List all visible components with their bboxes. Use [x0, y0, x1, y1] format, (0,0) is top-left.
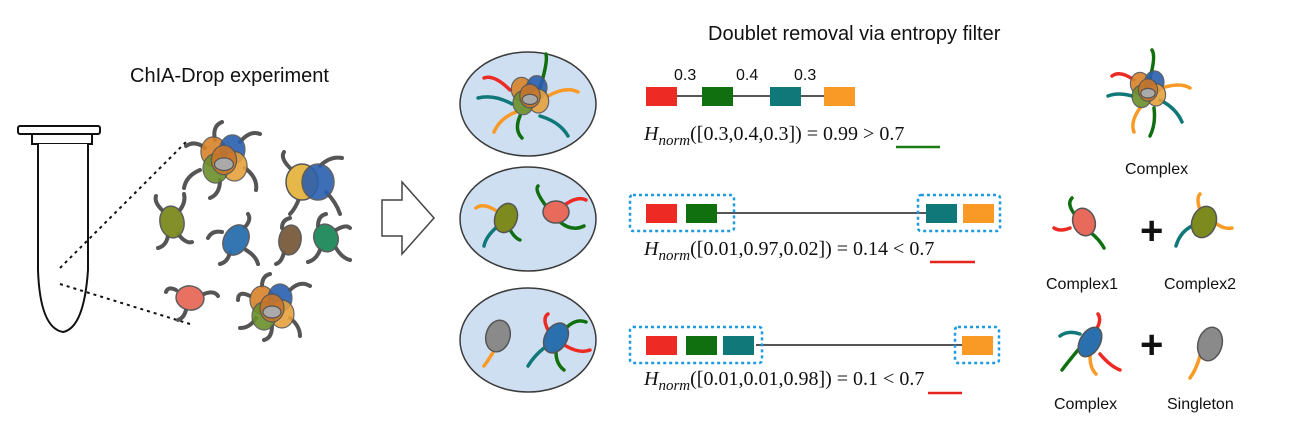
row2-fragment-track	[628, 193, 1002, 233]
left-octamer-complex-2	[249, 283, 295, 331]
left-blob-red	[164, 285, 220, 322]
left-title: ChIA-Drop experiment	[130, 65, 329, 87]
row1-formula-args: ([0.3,0.4,0.3]) =	[690, 123, 823, 145]
left-blob-green	[306, 212, 352, 264]
row2-fragment-red	[646, 204, 677, 223]
left-blob-olive	[153, 192, 194, 250]
row1-fragment-green	[702, 87, 733, 106]
tube-icon	[17, 125, 101, 334]
row3-result-label-2: Singleton	[1167, 396, 1234, 413]
zoom-line-top	[59, 141, 187, 269]
row2-result-blob-red	[1071, 207, 1097, 237]
row1-weight-3: 0.3	[794, 67, 816, 84]
row1-fragment-track	[646, 87, 855, 106]
result-complexes-group	[1052, 48, 1234, 380]
row1-formula-h: H	[643, 123, 660, 145]
row2-result-blob-olive	[1190, 205, 1218, 239]
row2-plus-operator: +	[1140, 209, 1163, 253]
row2-fragment-orange	[963, 204, 994, 223]
row3-result-blob-blue	[1077, 326, 1103, 358]
droplet2-blob-red	[542, 200, 570, 224]
droplet2-blob-olive	[493, 202, 519, 234]
droplet3-blob-grey	[484, 319, 512, 353]
row2-score: 0.14	[853, 238, 888, 260]
row3-score: 0.1	[853, 368, 878, 390]
row3-fragment-track	[628, 325, 1001, 365]
row1-score: 0.99	[823, 123, 858, 145]
row3-result-blob-grey	[1196, 326, 1224, 362]
zoom-line-bottom	[59, 283, 191, 325]
row1-result-complex	[1129, 70, 1167, 109]
row2-group-box-left	[628, 193, 736, 233]
left-octamer-complex-1	[200, 134, 248, 184]
row3-group-box-right	[953, 325, 1001, 365]
row1-fragment-teal	[770, 87, 801, 106]
droplet-3	[459, 287, 597, 393]
row2-fragment-green	[686, 204, 717, 223]
droplet3-blob-blue	[542, 322, 570, 354]
row3-fragment-red	[646, 336, 677, 355]
row1-weight-1: 0.3	[674, 67, 696, 84]
droplet-2	[459, 166, 597, 272]
right-title: Doublet removal via entropy filter	[708, 23, 1001, 45]
row3-fragment-teal	[723, 336, 754, 355]
row1-fragment-orange	[824, 87, 855, 106]
droplet-complexes-group	[474, 52, 592, 372]
row3-plus-operator: +	[1140, 323, 1163, 367]
row1-result-label: Complex	[1125, 161, 1188, 178]
row1-formula-tail: > 0.7	[858, 123, 904, 145]
droplet1-complex	[510, 74, 550, 116]
row2-result-label-1: Complex1	[1046, 276, 1118, 293]
row1-formula: Hnorm([0.3,0.4,0.3]) = 0.99 > 0.7	[643, 123, 904, 149]
row3-fragment-orange	[962, 336, 993, 355]
row3-fragment-green	[686, 336, 717, 355]
row3-formula: Hnorm([0.01,0.01,0.98]) = 0.1 < 0.7	[643, 368, 924, 394]
row1-formula-sub: norm	[658, 133, 690, 149]
row3-group-box-left	[628, 325, 764, 365]
process-arrow-icon	[381, 180, 436, 256]
chromatin-complexes-group	[153, 120, 352, 342]
row2-fragment-teal	[926, 204, 957, 223]
row2-formula: Hnorm([0.01,0.97,0.02]) = 0.14 < 0.7	[643, 238, 934, 264]
row2-result-label-2: Complex2	[1164, 276, 1236, 293]
row1-weight-2: 0.4	[736, 67, 758, 84]
left-blob-brown	[274, 216, 302, 266]
row2-group-box-right	[916, 193, 1002, 233]
row1-fragment-red	[646, 87, 677, 106]
row3-result-label-1: Complex	[1054, 396, 1117, 413]
left-blob-blue	[206, 212, 260, 266]
